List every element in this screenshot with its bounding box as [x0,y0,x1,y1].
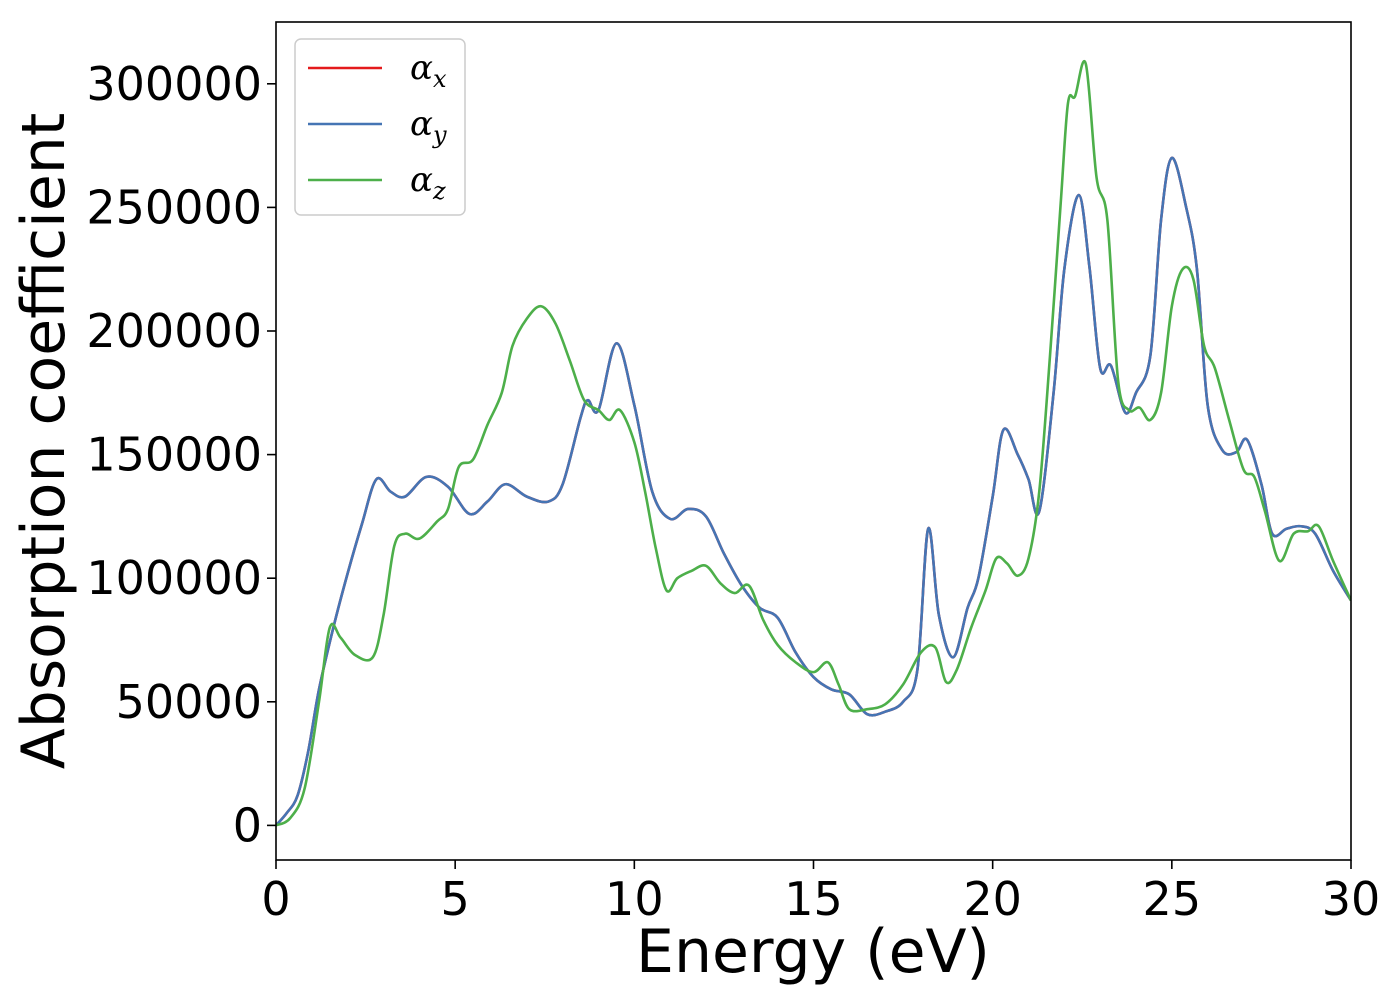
y-tick-label: 150000 [86,428,262,482]
y-tick-label: 300000 [86,57,262,111]
y-tick-label: 200000 [86,304,262,358]
series-line-x [276,156,1351,827]
x-tick-label: 20 [963,872,1022,926]
x-tick-label: 10 [605,872,664,926]
axis-ticks: 0 5 10 15 20 25 30 0 50000 100000 150000 200000 2500… [86,57,1380,926]
x-tick-label: 15 [784,872,843,926]
legend-box [294,38,466,216]
y-tick-label: 0 [233,798,262,852]
x-tick-label: 0 [261,872,290,926]
y-tick-label: 50000 [116,675,262,729]
legend: αx αy αz [294,38,466,216]
legend-label-y: αy [410,104,447,149]
y-axis-label: Absorption coefficient [9,113,79,770]
series-lines [276,59,1351,827]
series-line-z [276,59,1351,827]
legend-label-x: αx [410,48,447,93]
x-tick-label: 25 [1143,872,1202,926]
y-tick-label: 100000 [86,551,262,605]
series-line-y [276,156,1351,827]
x-tick-label: 30 [1322,872,1381,926]
legend-label-z: αz [410,160,446,205]
x-tick-label: 5 [441,872,470,926]
x-axis-label: Energy (eV) [636,917,990,987]
y-tick-label: 250000 [86,180,262,234]
